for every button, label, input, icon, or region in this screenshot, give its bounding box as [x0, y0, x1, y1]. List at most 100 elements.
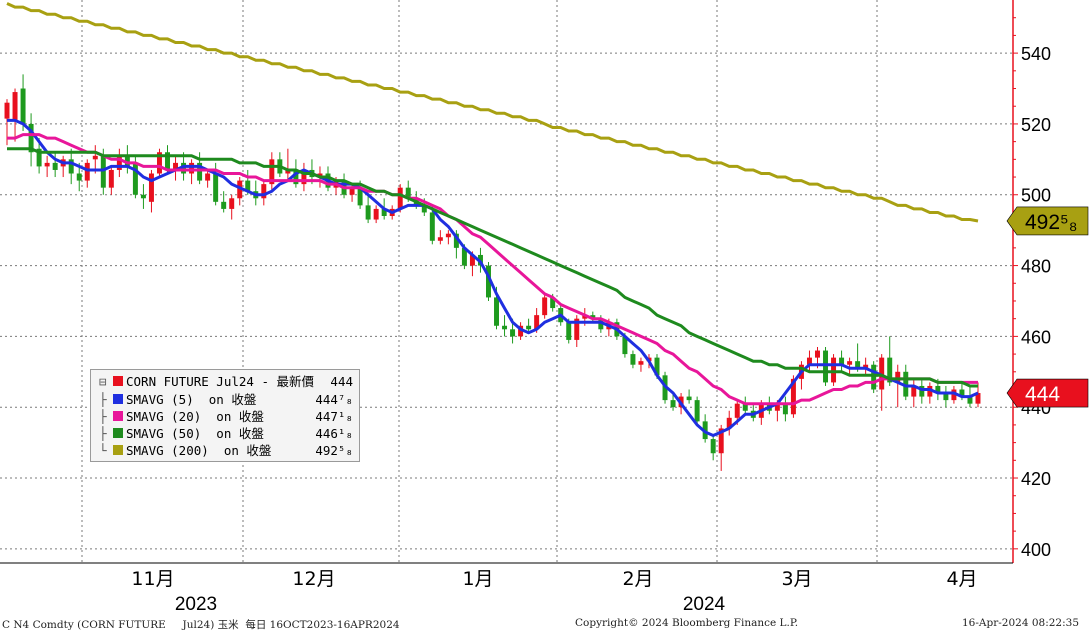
candle-body: [790, 378, 796, 415]
legend-swatch: [113, 376, 123, 386]
candle-body: [36, 148, 42, 167]
legend-label: CORN FUTURE Jul24 - 最新價: [126, 374, 315, 389]
candle-body: [806, 357, 812, 365]
candle-body: [831, 357, 837, 383]
footer-copyright: Copyright© 2024 Bloomberg Finance L.P.: [575, 617, 799, 629]
candle-body: [855, 361, 861, 369]
candle-body: [590, 315, 596, 319]
price-tag-label: 444: [1025, 383, 1060, 406]
candle-body: [582, 315, 588, 319]
legend-label: SMAVG (200) on 收盤: [126, 443, 272, 458]
candle-body: [502, 325, 508, 330]
candle-body: [429, 212, 435, 241]
candle-body: [622, 336, 628, 355]
candle-body: [911, 385, 917, 397]
candle-body: [895, 371, 901, 383]
sma200-price-tag: [1006, 206, 1089, 236]
candle-body: [815, 350, 820, 358]
y-tick-label: 540: [1021, 44, 1051, 64]
legend-label: SMAVG (5) on 收盤: [126, 392, 257, 407]
last-price-tag: [1006, 378, 1089, 408]
candle-body: [301, 169, 307, 185]
candle-body: [943, 393, 949, 401]
x-month-label: 3月: [781, 568, 812, 590]
candle-body: [197, 162, 203, 181]
candle-body: [510, 329, 516, 337]
candle-body: [165, 152, 170, 170]
candle-body: [574, 318, 580, 340]
candle-body: [68, 159, 74, 174]
candle-body: [823, 350, 829, 383]
footer-timestamp: 16-Apr-2024 08:22:35: [962, 617, 1079, 629]
candle-body: [927, 385, 933, 397]
candle-body: [718, 428, 724, 454]
y-tick-label: 420: [1021, 469, 1051, 489]
y-tick-label: 520: [1021, 115, 1051, 135]
candle-body: [293, 169, 299, 185]
candle-body: [879, 357, 885, 390]
candle-body: [205, 173, 211, 181]
candle-body: [108, 169, 114, 188]
candle-body: [365, 205, 371, 220]
x-axis: 11月 12月 1月 2月 3月 4月 2023 2024: [0, 562, 1013, 615]
candle-body: [397, 187, 403, 209]
legend-swatch: [113, 411, 123, 421]
legend-row-sma50: ├ SMAVG (50) on 收盤 446¹₈: [91, 425, 361, 442]
x-year-label: 2023: [175, 594, 217, 615]
candle-body: [526, 325, 532, 330]
candle-body: [670, 400, 676, 408]
candle-body: [269, 159, 275, 185]
candle-body: [903, 371, 909, 397]
candle-body: [349, 187, 355, 195]
candle-body: [863, 364, 869, 369]
candle-body: [156, 152, 162, 174]
candle-body: [726, 417, 732, 429]
candle-body: [148, 173, 154, 202]
candle-body: [959, 389, 965, 397]
candle-body: [12, 92, 18, 121]
candle-body: [871, 364, 877, 390]
candle-body: [381, 208, 387, 216]
candle-body: [4, 102, 10, 119]
candle-body: [919, 385, 925, 397]
candle-body: [847, 361, 853, 365]
tree-branch-icon: ├: [99, 409, 107, 424]
candle-body: [654, 357, 660, 376]
candle-body: [453, 233, 459, 248]
candle-body: [630, 354, 636, 365]
price-tag-label: 492⁵₈: [1025, 211, 1077, 234]
candle-body: [437, 237, 443, 241]
candle-body: [494, 297, 499, 326]
legend-value: 446¹₈: [315, 426, 353, 441]
candle-body: [774, 403, 780, 411]
candle-body: [140, 194, 146, 199]
candle-body: [550, 297, 556, 309]
x-month-label: 4月: [946, 568, 977, 590]
footer-security: C N4 Comdty (CORN FUTURE Jul24) 玉米 每日 16…: [2, 619, 400, 631]
legend-label: SMAVG (50) on 收盤: [126, 426, 264, 441]
candle-body: [469, 254, 475, 266]
legend-value: 444⁷₈: [315, 392, 353, 407]
candle-body: [28, 123, 34, 153]
candle-body: [445, 233, 451, 238]
candle-body: [839, 357, 845, 365]
legend-swatch: [113, 394, 123, 404]
candle-body: [124, 155, 130, 167]
candle-body: [638, 361, 644, 365]
candle-body: [52, 162, 58, 170]
collapse-icon[interactable]: ⊟: [99, 374, 107, 389]
price-tags: 492⁵₈ 444: [1006, 206, 1089, 408]
legend-row-sma200: └ SMAVG (200) on 收盤 492⁵₈: [91, 442, 361, 459]
sma-line: [7, 133, 978, 406]
x-year-label: 2024: [683, 594, 726, 615]
candle-body: [710, 439, 716, 454]
candle-body: [221, 201, 227, 209]
legend-row-sma20: ├ SMAVG (20) on 收盤 447¹₈: [91, 408, 361, 425]
sma-line: [7, 147, 978, 388]
candle-body: [518, 325, 524, 337]
candle-body: [237, 180, 243, 199]
legend-row-price: ⊟ CORN FUTURE Jul24 - 最新價 444: [91, 373, 361, 390]
sma-line: [7, 118, 979, 437]
legend: ⊟ CORN FUTURE Jul24 - 最新價 444 ├ SMAVG (5…: [90, 369, 360, 462]
